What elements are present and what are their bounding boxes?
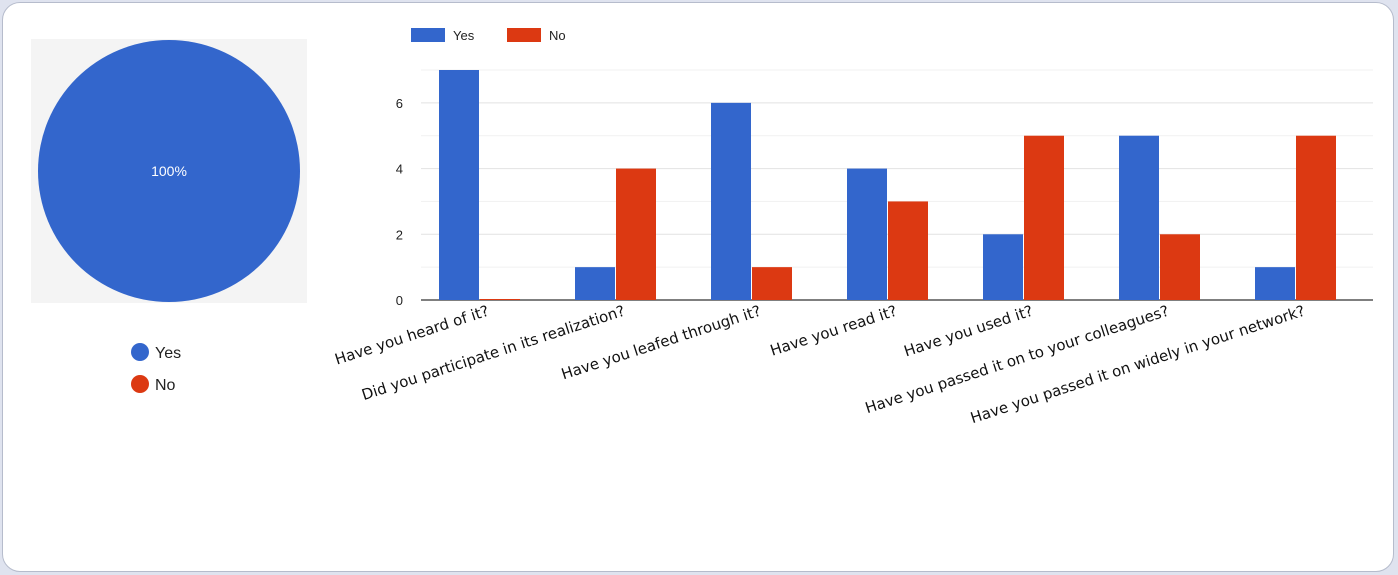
bar-no (888, 201, 928, 300)
bar-no (480, 299, 520, 300)
bar-yes (847, 168, 887, 300)
bars (439, 70, 1336, 300)
chart-figure: 100% Yes No 0 2 4 6 Have you heard of it?Did… (31, 28, 1373, 427)
pie-legend: Yes No (131, 343, 181, 394)
pie-legend-label-no: No (155, 377, 176, 394)
bar-no (1024, 135, 1064, 300)
x-axis-labels: Have you heard of it?Did you participate… (333, 302, 1308, 427)
bar-legend-label-yes: Yes (453, 28, 475, 43)
pie-slice-yes (38, 40, 300, 302)
y-tick-label: 2 (396, 227, 403, 242)
bar-legend-label-no: No (549, 28, 566, 43)
bar-yes (439, 70, 479, 300)
y-tick-label: 0 (396, 293, 403, 308)
bar-no (1160, 234, 1200, 300)
bar-legend-swatch-yes (411, 28, 445, 42)
pie-legend-marker-yes (131, 343, 149, 361)
y-axis-ticks: 0 2 4 6 (396, 96, 403, 308)
bar-legend-swatch-no (507, 28, 541, 42)
bar-yes (983, 234, 1023, 300)
pie-legend-marker-no (131, 375, 149, 393)
bar-no (1296, 135, 1336, 300)
bar-yes (711, 102, 751, 300)
bar-yes (575, 267, 615, 300)
pie-chart: 100% (31, 39, 307, 303)
bar-yes (1255, 267, 1295, 300)
y-tick-label: 4 (396, 162, 403, 177)
pie-legend-label-yes: Yes (155, 345, 181, 362)
bar-chart: 0 2 4 6 Have you heard of it?Did you partic… (333, 28, 1373, 427)
x-tick-label: Have you read it? (768, 302, 899, 360)
pie-slice-label: 100% (151, 163, 187, 179)
bar-no (616, 168, 656, 300)
y-tick-label: 6 (396, 96, 403, 111)
bar-legend: Yes No (411, 28, 566, 43)
bar-no (752, 267, 792, 300)
bar-yes (1119, 135, 1159, 300)
x-tick-label: Did you participate in its realization? (359, 302, 627, 404)
